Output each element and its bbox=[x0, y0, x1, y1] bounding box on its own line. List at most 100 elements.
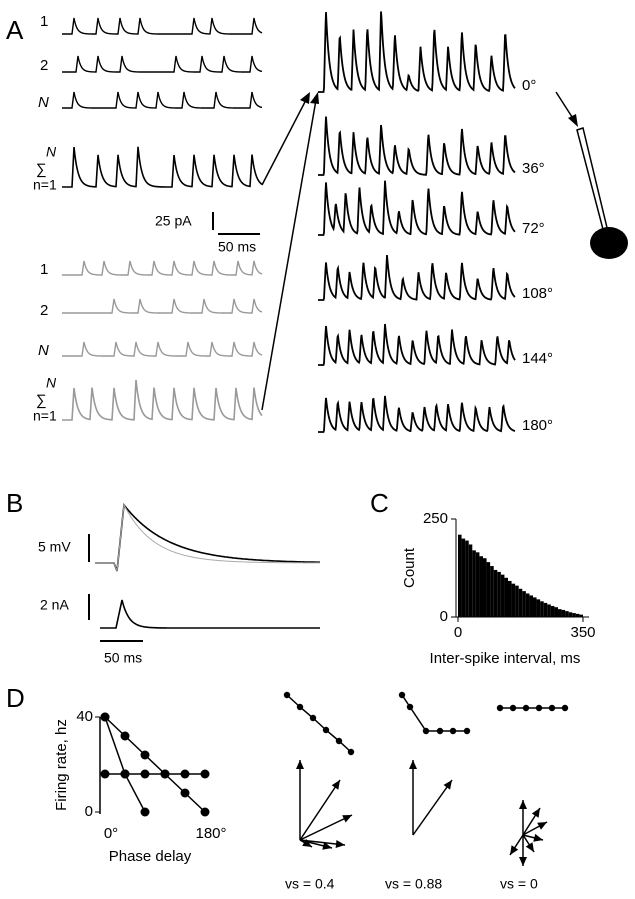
point bbox=[180, 788, 190, 798]
mini-point bbox=[548, 704, 556, 712]
point bbox=[180, 769, 190, 779]
trace bbox=[62, 17, 263, 35]
series-line bbox=[104, 716, 206, 813]
sum-bottom: n=1 bbox=[33, 408, 57, 424]
bar bbox=[504, 577, 508, 617]
sum-symbol: ∑ bbox=[36, 161, 47, 178]
phase-label: 180° bbox=[522, 417, 553, 434]
phase-label: 72° bbox=[522, 220, 545, 237]
trace-label: N bbox=[38, 342, 49, 359]
vector-head bbox=[510, 845, 519, 855]
trace bbox=[62, 55, 263, 73]
bar bbox=[529, 595, 533, 617]
electrode bbox=[555, 91, 628, 259]
vs-label: vs = 0.88 bbox=[385, 876, 442, 892]
bar bbox=[511, 583, 516, 617]
y-axis-label: Count bbox=[401, 547, 418, 588]
point bbox=[100, 769, 110, 779]
vs-label: vs = 0 bbox=[500, 876, 538, 892]
trace bbox=[62, 91, 263, 109]
mini-point bbox=[398, 691, 406, 699]
bar bbox=[558, 609, 562, 617]
mini-point bbox=[449, 727, 457, 735]
mini-point bbox=[422, 727, 430, 735]
mini-line bbox=[401, 694, 467, 732]
bar bbox=[550, 606, 555, 617]
trace bbox=[318, 116, 516, 176]
trace-label: 2 bbox=[40, 302, 48, 319]
vector-head bbox=[533, 833, 543, 842]
mini-point bbox=[406, 703, 414, 711]
trace bbox=[95, 502, 321, 572]
sum-bottom: n=1 bbox=[33, 177, 57, 193]
bar bbox=[518, 588, 523, 617]
x-tick-label: 0° bbox=[104, 825, 118, 842]
bar bbox=[525, 593, 530, 617]
trace bbox=[318, 323, 516, 366]
y-tick-label: 40 bbox=[76, 708, 93, 725]
vector-head bbox=[525, 842, 534, 852]
trace bbox=[100, 599, 320, 629]
vector-head bbox=[331, 780, 340, 790]
panel-label: D bbox=[6, 683, 25, 713]
trace bbox=[95, 503, 320, 572]
bar bbox=[486, 562, 491, 617]
bar bbox=[472, 550, 476, 617]
vector-head bbox=[302, 839, 312, 847]
trace bbox=[62, 341, 263, 357]
point bbox=[140, 769, 150, 779]
trace bbox=[62, 260, 263, 276]
y-tick-label: 0 bbox=[440, 608, 448, 625]
vector-head bbox=[296, 760, 304, 769]
mini-point bbox=[296, 703, 304, 711]
vector bbox=[299, 814, 353, 841]
trace bbox=[62, 298, 263, 314]
vs-label: vs = 0.4 bbox=[285, 876, 335, 892]
bar bbox=[483, 558, 487, 617]
phase-label: 0° bbox=[522, 77, 536, 94]
bar bbox=[490, 566, 494, 617]
point bbox=[120, 769, 130, 779]
arrow bbox=[261, 99, 317, 411]
y-axis-label: Firing rate, hz bbox=[53, 719, 70, 811]
series-line bbox=[104, 716, 146, 813]
time-scale: 50 ms bbox=[104, 650, 142, 666]
vector-head bbox=[409, 760, 417, 769]
sum-symbol: ∑ bbox=[36, 392, 47, 409]
bar bbox=[479, 556, 483, 617]
bar bbox=[561, 609, 566, 617]
panel-label: A bbox=[6, 15, 24, 45]
bar bbox=[461, 538, 466, 617]
trace-label: 2 bbox=[40, 57, 48, 74]
time-scale: 50 ms bbox=[218, 239, 256, 255]
vector-head bbox=[519, 800, 527, 809]
trace bbox=[318, 180, 516, 236]
arrowhead bbox=[310, 92, 319, 104]
x-axis-label: Inter-spike interval, ms bbox=[430, 650, 581, 667]
bar bbox=[554, 607, 558, 617]
x-tick-label: 0 bbox=[454, 624, 462, 641]
mini-point bbox=[335, 737, 343, 745]
bar bbox=[565, 611, 569, 617]
mini-point bbox=[436, 727, 444, 735]
y-tick-label: 250 bbox=[423, 510, 448, 527]
mini-point bbox=[283, 691, 291, 699]
voltage-scale: 5 mV bbox=[38, 539, 71, 555]
mini-point bbox=[322, 726, 330, 734]
point bbox=[140, 807, 150, 817]
bar bbox=[468, 544, 473, 617]
sum-top: N bbox=[46, 375, 57, 391]
bar bbox=[547, 604, 551, 617]
bar bbox=[500, 574, 505, 617]
vector-head bbox=[519, 857, 527, 866]
bar bbox=[522, 591, 526, 617]
mini-point bbox=[522, 704, 530, 712]
bar bbox=[533, 597, 537, 617]
vector bbox=[412, 779, 453, 836]
trace-label: 1 bbox=[40, 261, 48, 278]
bar bbox=[497, 571, 501, 617]
trace bbox=[318, 255, 516, 301]
bar bbox=[508, 580, 512, 617]
bar bbox=[568, 612, 573, 617]
